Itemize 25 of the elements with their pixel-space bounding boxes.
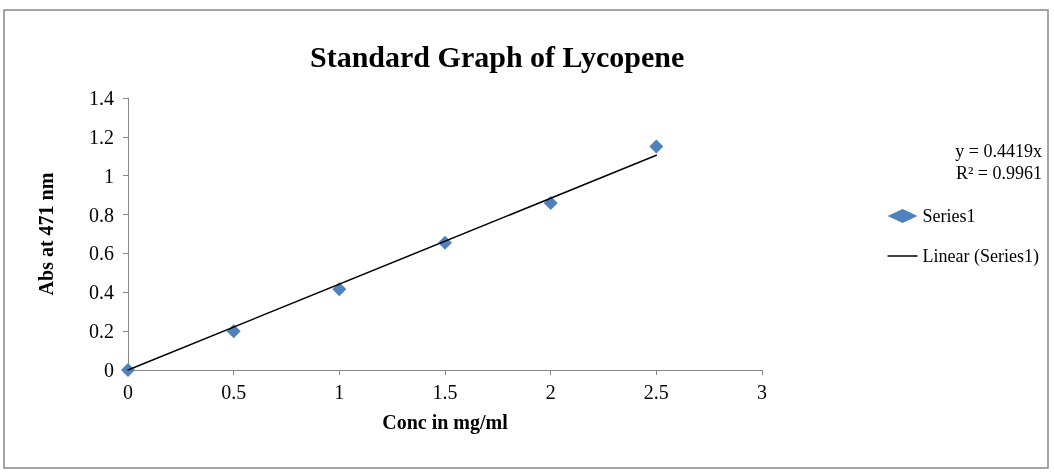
chart-title: Standard Graph of Lycopene [310, 39, 685, 73]
y-tick-label: 0.8 [89, 203, 114, 226]
point [121, 363, 135, 377]
x-axis-title: Conc in mg/ml [382, 411, 509, 434]
text: R² = 0.9961 [955, 163, 1043, 183]
x-tick-label: 1.5 [432, 381, 458, 403]
text: y = 0.4419x [955, 141, 1042, 161]
point [332, 282, 347, 297]
y-tick-label: 0.4 [89, 281, 114, 304]
legend-label: Series1 [922, 206, 976, 226]
y-tick-label: 0.6 [89, 242, 114, 265]
x-tick-label: 3 [757, 381, 767, 403]
x-tick-label: 2.5 [643, 381, 669, 403]
x-tick-label: 1 [334, 381, 345, 403]
x-tick-label: 0 [123, 381, 133, 403]
y-tick-label: 1 [104, 164, 114, 187]
y-axis-title: Abs at 471 nm [35, 172, 57, 296]
x-tick-label: 2 [545, 381, 556, 403]
y-tick-label: 0 [104, 359, 114, 381]
legend-label: Linear (Series1) [922, 246, 1040, 267]
y-tick-label: 1.2 [89, 125, 114, 148]
x-tick-label: 0.5 [221, 381, 247, 403]
point [649, 139, 664, 154]
y-tick-label: 1.4 [89, 87, 114, 109]
y-tick-label: 0.2 [89, 320, 114, 343]
